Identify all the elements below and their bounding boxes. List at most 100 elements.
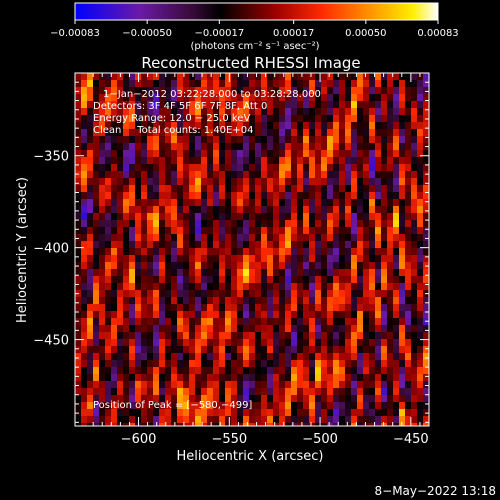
heatmap-cell <box>159 220 166 228</box>
heatmap-cell <box>411 297 418 305</box>
heatmap-cell <box>93 171 100 179</box>
heatmap-cell <box>273 241 280 249</box>
heatmap-cell <box>237 234 244 242</box>
heatmap-cell <box>225 290 232 298</box>
heatmap-cell <box>243 360 250 368</box>
heatmap-cell <box>321 129 328 137</box>
heatmap-cell <box>291 73 298 81</box>
heatmap-cell <box>315 136 322 144</box>
heatmap-cell <box>117 213 124 221</box>
heatmap-cell <box>243 227 250 235</box>
heatmap-cell <box>111 409 118 417</box>
heatmap-cell <box>375 220 382 228</box>
heatmap-cell <box>351 360 358 368</box>
heatmap-cell <box>327 192 334 200</box>
heatmap-cell <box>189 108 196 116</box>
heatmap-cell <box>105 248 112 256</box>
heatmap-cell <box>405 318 412 326</box>
heatmap-cell <box>309 220 316 228</box>
heatmap-cell <box>423 94 429 102</box>
heatmap-cell <box>333 255 340 263</box>
heatmap-cell <box>375 374 382 382</box>
heatmap-cell <box>399 381 406 389</box>
heatmap-cell <box>207 80 214 88</box>
heatmap-cell <box>87 255 94 263</box>
heatmap-cell <box>291 367 298 375</box>
heatmap-cell <box>351 353 358 361</box>
heatmap-cell <box>405 185 412 193</box>
heatmap-cell <box>117 220 124 228</box>
heatmap-cell <box>225 395 232 403</box>
heatmap-cell <box>309 185 316 193</box>
heatmap-cell <box>177 388 184 396</box>
heatmap-cell <box>195 94 202 102</box>
heatmap-cell <box>81 276 88 284</box>
heatmap-cell <box>297 360 304 368</box>
heatmap-cell <box>195 416 202 424</box>
heatmap-cell <box>249 101 256 109</box>
heatmap-cell <box>393 199 400 207</box>
heatmap-cell <box>411 136 418 144</box>
heatmap-cell <box>75 108 82 116</box>
heatmap-cell <box>225 157 232 165</box>
heatmap-cell <box>333 234 340 242</box>
heatmap-cell <box>93 192 100 200</box>
heatmap-cell <box>81 171 88 179</box>
heatmap-cell <box>321 395 328 403</box>
heatmap-cell <box>423 171 429 179</box>
heatmap-cell <box>387 94 394 102</box>
heatmap-cell <box>411 353 418 361</box>
annotation-peak: Position of Peak = [−580,−499] <box>93 400 252 411</box>
heatmap-cell <box>369 262 376 270</box>
heatmap-cell <box>369 318 376 326</box>
heatmap-cell <box>81 143 88 151</box>
heatmap-cell <box>243 101 250 109</box>
heatmap-cell <box>285 416 292 424</box>
heatmap-cell <box>225 381 232 389</box>
heatmap-cell <box>237 150 244 158</box>
heatmap-cell <box>303 388 310 396</box>
heatmap-cell <box>75 178 82 186</box>
heatmap-cell <box>189 346 196 354</box>
heatmap-cell <box>225 346 232 354</box>
heatmap-cell <box>327 241 334 249</box>
heatmap-cell <box>81 164 88 172</box>
heatmap-cell <box>147 136 154 144</box>
heatmap-cell <box>177 136 184 144</box>
heatmap-cell <box>213 374 220 382</box>
heatmap-cell <box>375 297 382 305</box>
heatmap-cell <box>183 360 190 368</box>
heatmap-cell <box>75 185 82 193</box>
heatmap-cell <box>369 388 376 396</box>
heatmap-cell <box>183 115 190 123</box>
heatmap-cell <box>219 395 226 403</box>
heatmap-cell <box>75 213 82 221</box>
heatmap-cell <box>171 101 178 109</box>
heatmap-cell <box>267 388 274 396</box>
heatmap-cell <box>195 346 202 354</box>
heatmap-cell <box>297 199 304 207</box>
heatmap-cell <box>297 129 304 137</box>
y-tick-label: −450 <box>33 334 69 349</box>
heatmap-cell <box>111 248 118 256</box>
heatmap-cell <box>279 395 286 403</box>
heatmap-cell <box>309 304 316 312</box>
heatmap-cell <box>219 283 226 291</box>
heatmap-cell <box>357 311 364 319</box>
heatmap-cell <box>279 423 286 426</box>
heatmap-cell <box>369 122 376 130</box>
heatmap-cell <box>93 178 100 186</box>
heatmap-cell <box>285 290 292 298</box>
heatmap-cell <box>345 332 352 340</box>
heatmap-cell <box>363 409 370 417</box>
heatmap-cell <box>423 423 429 426</box>
heatmap-cell <box>189 122 196 130</box>
heatmap-cell <box>93 283 100 291</box>
heatmap-cell <box>375 178 382 186</box>
heatmap-cell <box>405 304 412 312</box>
heatmap-cell <box>207 129 214 137</box>
heatmap-cell <box>111 185 118 193</box>
heatmap-cell <box>147 213 154 221</box>
heatmap-cell <box>405 248 412 256</box>
heatmap-cell <box>249 157 256 165</box>
